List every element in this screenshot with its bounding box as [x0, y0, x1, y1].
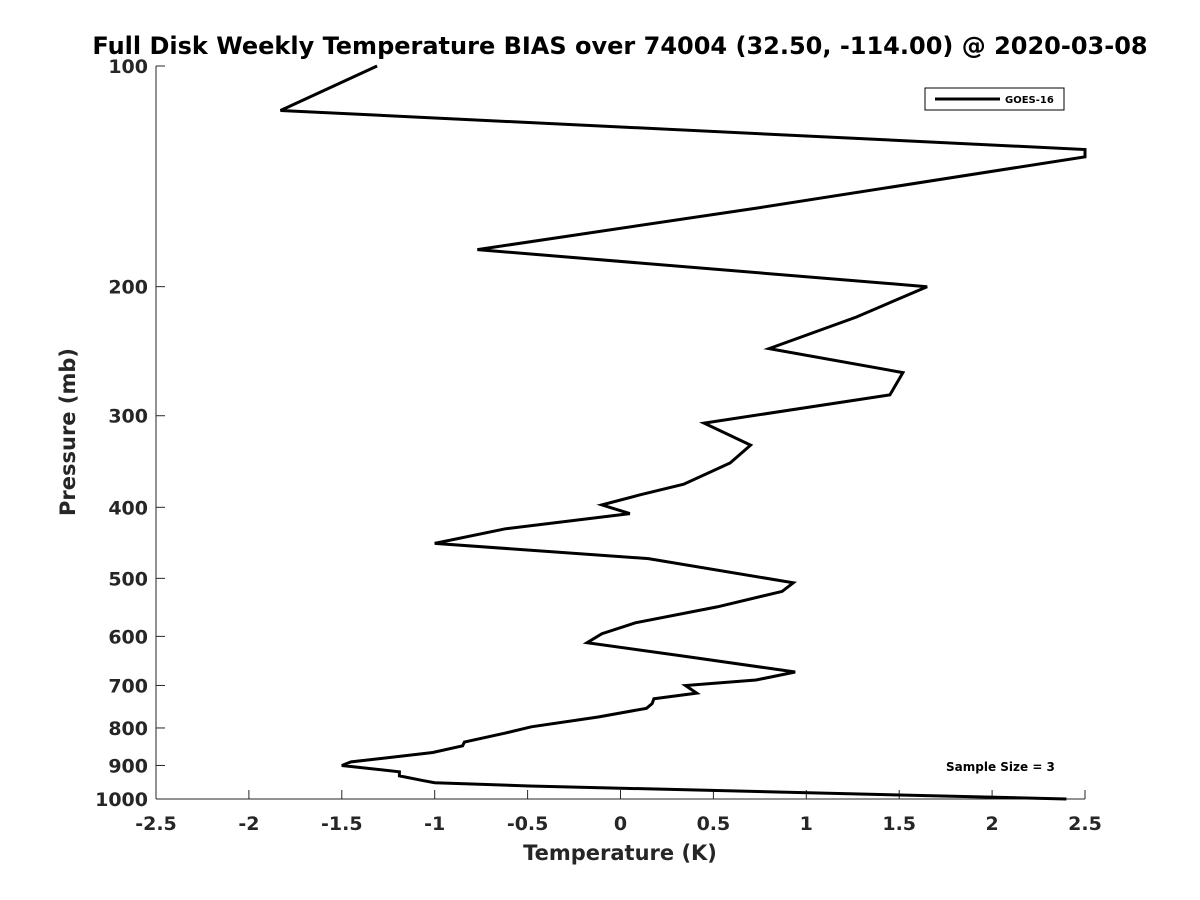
plot-area: [156, 66, 1085, 799]
x-tick-label: 2.5: [1068, 813, 1102, 835]
legend-label: GOES-16: [1005, 95, 1054, 106]
x-tick-label: 1: [800, 813, 813, 835]
x-tick-label: -1.5: [321, 813, 363, 835]
chart-title: Full Disk Weekly Temperature BIAS over 7…: [92, 32, 1147, 60]
x-tick-labels: -2.5 -2 -1.5 -1 -0.5 0 0.5 1 1.5 2 2.5: [135, 813, 1102, 835]
x-axis-label: Temperature (K): [523, 841, 717, 865]
y-axis-label: Pressure (mb): [56, 348, 80, 516]
y-tick-label: 800: [108, 718, 148, 740]
x-tick-label: 2: [985, 813, 998, 835]
x-tick-label: 0.5: [697, 813, 731, 835]
x-tick-label: -2.5: [135, 813, 177, 835]
y-tick-label: 100: [108, 56, 148, 78]
legend: GOES-16: [924, 87, 1065, 111]
x-tick-label: -2: [238, 813, 259, 835]
y-tick-label: 1000: [95, 789, 148, 811]
series-line-goes-16: [279, 64, 1087, 801]
x-tick-label: -0.5: [507, 813, 549, 835]
y-tick-label: 500: [108, 568, 148, 590]
x-tick-label: 0: [614, 813, 627, 835]
y-tick-label: 700: [108, 675, 148, 697]
sample-size-note: Sample Size = 3: [946, 760, 1055, 774]
y-tick-label: 600: [108, 626, 148, 648]
y-tick-label: 900: [108, 755, 148, 777]
x-tick-label: 1.5: [882, 813, 916, 835]
y-tick-labels: 100 200 300 400 500 600 700 800 900 1000: [95, 56, 148, 811]
y-tick-label: 300: [108, 406, 148, 428]
y-tick-label: 400: [108, 497, 148, 519]
y-tick-label: 200: [108, 277, 148, 299]
x-tick-label: -1: [424, 813, 445, 835]
